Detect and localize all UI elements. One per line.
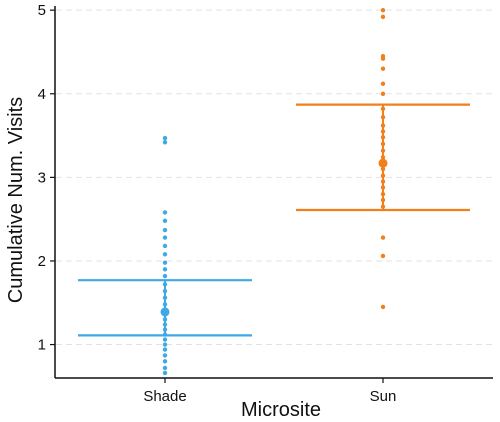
- y-tick-label: 4: [38, 86, 46, 103]
- data-point: [162, 353, 168, 358]
- data-point: [162, 273, 168, 279]
- data-point: [380, 66, 386, 71]
- data-point: [162, 337, 168, 342]
- data-point: [162, 218, 168, 224]
- y-axis-title: Cumulative Num. Visits: [5, 97, 27, 303]
- data-point: [162, 235, 168, 240]
- mean-point: [160, 307, 170, 317]
- data-point: [380, 56, 386, 61]
- data-point: [162, 140, 168, 145]
- y-tick-label: 5: [38, 2, 46, 19]
- data-point: [380, 235, 386, 240]
- y-tick-label: 3: [38, 169, 46, 186]
- data-point: [380, 253, 386, 259]
- y-tick-label: 1: [38, 337, 46, 354]
- data-point: [162, 227, 168, 233]
- data-point: [162, 210, 168, 215]
- data-point: [162, 267, 168, 272]
- data-point: [162, 370, 168, 376]
- data-point: [162, 135, 168, 141]
- data-point: [162, 243, 168, 249]
- data-point: [162, 252, 168, 257]
- y-ticks: 1 2 3 4 5: [38, 2, 55, 354]
- gridlines: [56, 9, 493, 346]
- x-ticks: Shade Sun: [143, 378, 396, 405]
- data-point: [162, 359, 168, 364]
- data-point: [380, 81, 386, 86]
- y-tick-label: 2: [38, 253, 46, 270]
- mean-point: [378, 158, 388, 168]
- data-point: [162, 260, 168, 265]
- data-point: [162, 342, 168, 347]
- data-point: [380, 7, 386, 13]
- series-shade: [78, 135, 252, 376]
- data-marks: [78, 7, 470, 376]
- x-tick-label: Shade: [143, 388, 186, 405]
- data-point: [162, 365, 168, 371]
- x-axis-title: Microsite: [241, 399, 321, 421]
- data-point: [380, 14, 386, 20]
- x-tick-label: Sun: [370, 388, 397, 405]
- data-point: [380, 91, 386, 96]
- series-sun: [296, 7, 470, 310]
- data-point: [380, 304, 386, 310]
- data-point: [162, 347, 168, 352]
